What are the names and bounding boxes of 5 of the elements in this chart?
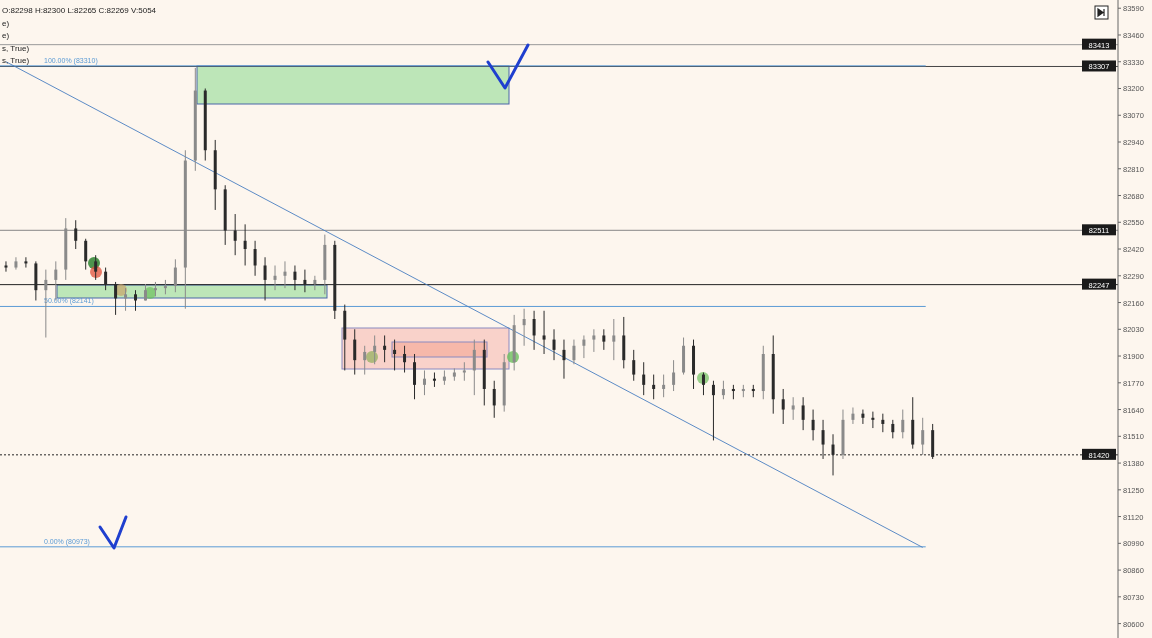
- annotation: s, True): [2, 43, 30, 53]
- annotation: s, True): [2, 56, 30, 65]
- annotation: e): [2, 31, 10, 40]
- annotation: O:82298 H:82300 L:82265 C:82269 V:5054: [2, 6, 157, 15]
- annotation: e): [2, 18, 10, 28]
